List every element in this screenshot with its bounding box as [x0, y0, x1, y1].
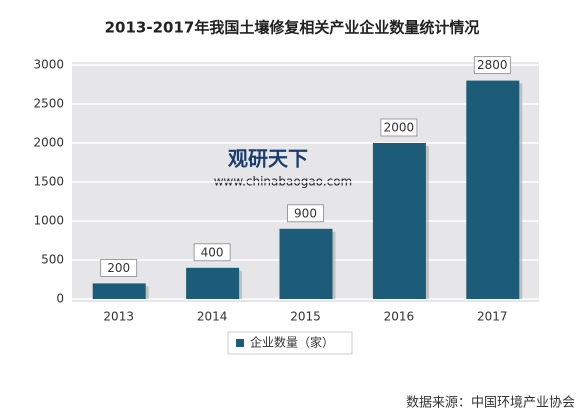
y-tick-label: 2000: [33, 136, 64, 150]
data-label: 200: [107, 261, 130, 275]
x-tick-label: 2014: [197, 310, 228, 324]
bar: [92, 283, 146, 299]
data-label-box: [287, 204, 324, 223]
y-tick-label: 1000: [33, 214, 64, 228]
y-tick-label: 3000: [33, 58, 64, 72]
data-label: 2000: [384, 121, 415, 135]
watermark-brand: 观研天下: [228, 147, 308, 171]
y-tick-label: 500: [41, 253, 64, 267]
data-label: 400: [201, 245, 224, 259]
x-tick-label: 2016: [384, 310, 415, 324]
data-label-box: [473, 56, 511, 74]
legend-label: 企业数量（家）: [250, 335, 334, 350]
y-tick-label: 2500: [33, 97, 64, 111]
bar: [466, 80, 520, 299]
source-note: 数据来源：中国环境产业协会: [406, 396, 575, 411]
bar: [186, 267, 240, 299]
data-label-box: [100, 258, 138, 277]
chart-title: 2013-2017年我国土壤修复相关产业企业数量统计情况: [105, 19, 480, 37]
legend-swatch: [236, 339, 244, 347]
data-label: 2800: [477, 58, 508, 72]
data-label-box: [193, 243, 231, 262]
bar: [372, 143, 426, 299]
x-tick-label: 2013: [103, 310, 134, 324]
bar: [279, 228, 333, 299]
y-tick-label: 0: [56, 292, 64, 306]
data-label: 900: [294, 206, 317, 220]
legend-box: [227, 331, 353, 355]
y-tick-label: 1500: [33, 175, 64, 189]
x-tick-label: 2015: [290, 310, 321, 324]
data-label-box: [380, 118, 418, 137]
x-tick-label: 2017: [477, 310, 508, 324]
